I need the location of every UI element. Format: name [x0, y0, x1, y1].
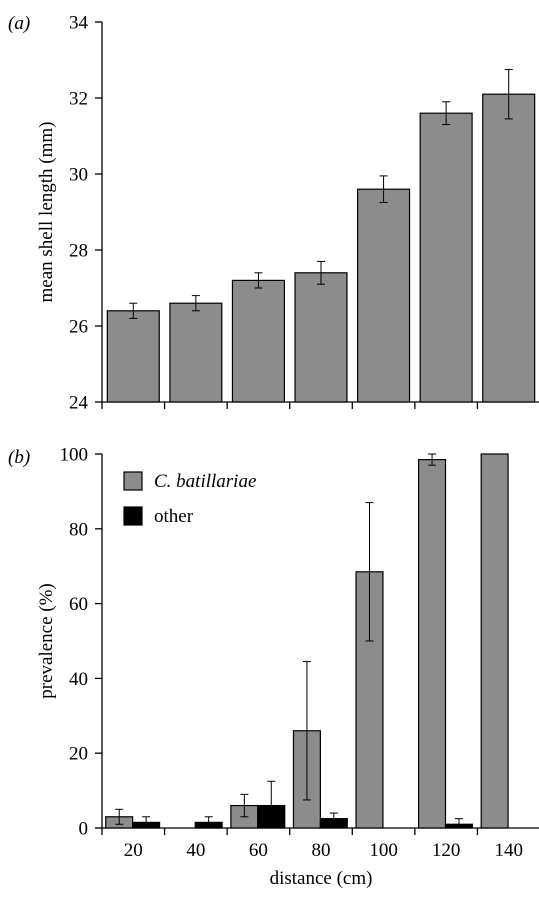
x-axis-title: distance (cm) [270, 868, 373, 889]
y-tick-label: 100 [60, 445, 89, 466]
x-tick-label: 60 [249, 840, 268, 861]
legend-swatch [123, 471, 143, 491]
x-tick-label: 140 [494, 840, 523, 861]
y-tick-label: 30 [69, 165, 88, 186]
legend-label: C. batillariae [154, 471, 256, 492]
bar [294, 272, 348, 403]
y-tick-label: 32 [69, 89, 88, 110]
bar [169, 302, 223, 403]
panel-label: (b) [8, 447, 30, 468]
y-tick-label: 60 [69, 594, 88, 615]
bar [419, 112, 473, 403]
y-tick-label: 80 [69, 519, 88, 540]
y-axis-title: mean shell length (mm) [36, 122, 57, 303]
x-tick-label: 20 [124, 840, 143, 861]
y-tick-label: 0 [79, 819, 89, 840]
bar [231, 279, 285, 403]
y-tick-label: 20 [69, 744, 88, 765]
bar [418, 459, 447, 829]
x-tick-label: 40 [186, 840, 205, 861]
bar [480, 453, 509, 829]
y-tick-label: 34 [69, 13, 89, 34]
legend-label: other [154, 506, 194, 527]
y-tick-label: 26 [69, 317, 88, 338]
legend-swatch [123, 506, 143, 526]
bar [357, 188, 411, 403]
y-tick-label: 28 [69, 241, 88, 262]
x-tick-label: 80 [312, 840, 331, 861]
bar [482, 93, 536, 403]
x-tick-label: 100 [369, 840, 398, 861]
panel-label: (a) [8, 13, 30, 34]
y-tick-label: 24 [69, 393, 89, 414]
y-axis-title: prevalence (%) [36, 583, 57, 699]
bar [106, 310, 160, 403]
x-tick-label: 120 [432, 840, 461, 861]
y-tick-label: 40 [69, 669, 88, 690]
